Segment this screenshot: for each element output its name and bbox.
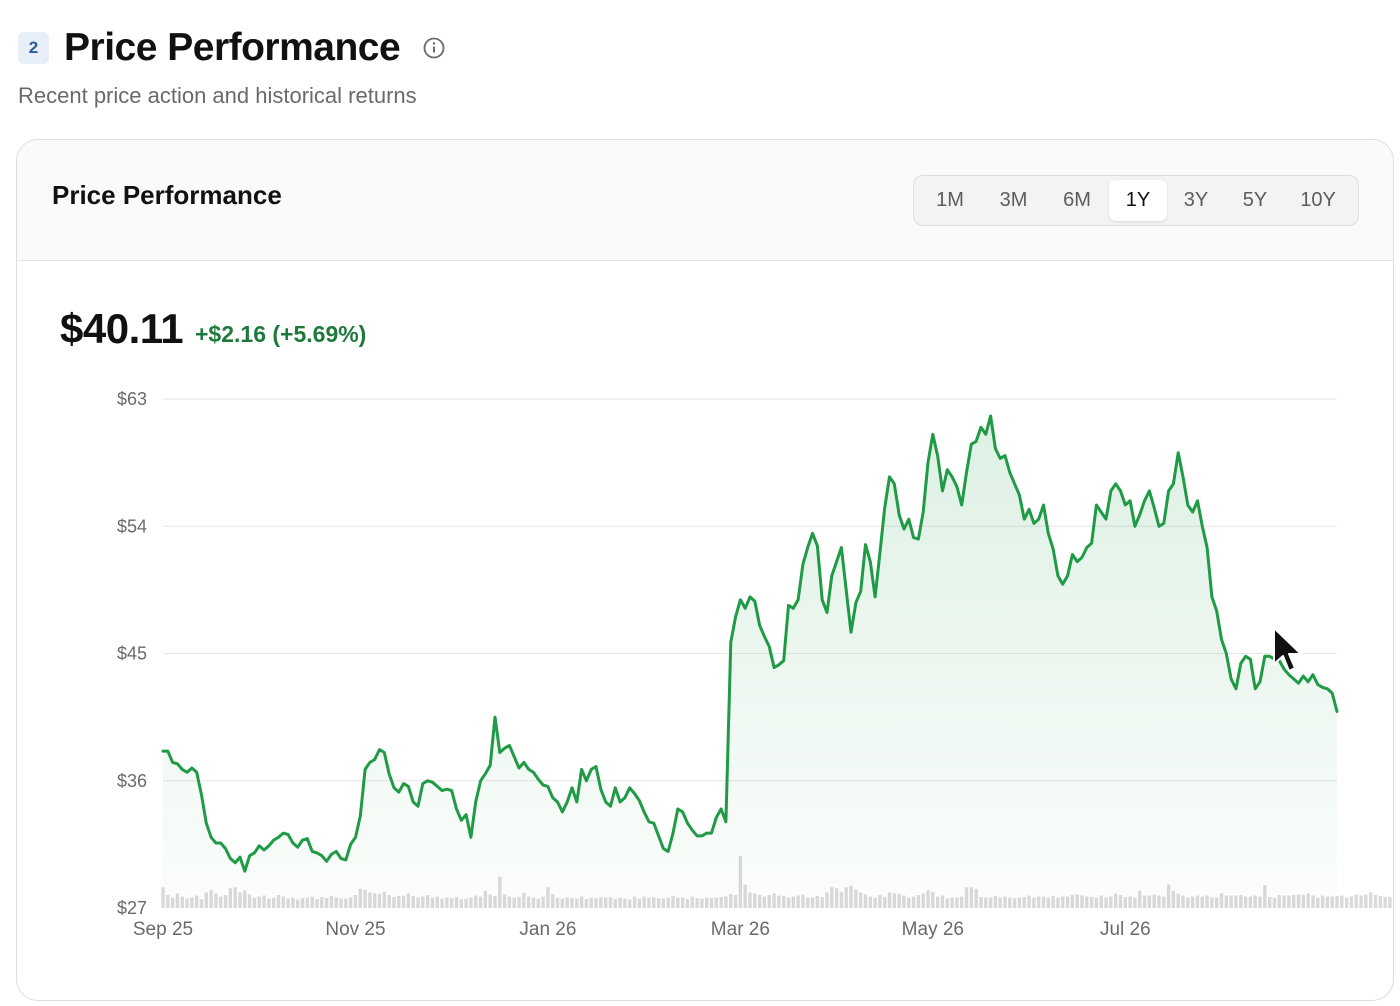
x-tick-label: Jul 26: [1100, 919, 1151, 940]
y-tick-label: $45: [117, 644, 147, 664]
section-subtitle: Recent price action and historical retur…: [18, 83, 417, 108]
y-axis-labels: $63 $54 $45 $36 $27: [117, 389, 147, 918]
volume-bar: [1378, 896, 1382, 908]
section-number-badge: 2: [18, 32, 49, 64]
volume-bar: [1383, 897, 1387, 908]
price-performance-card: Price Performance 1M 3M 6M 1Y 3Y 5Y 10Y …: [16, 139, 1394, 1001]
range-10y-button[interactable]: 10Y: [1300, 189, 1336, 211]
volume-bar: [1354, 894, 1358, 908]
y-tick-label: $27: [117, 898, 147, 918]
x-tick-label: Jan 26: [519, 919, 576, 940]
card-title: Price Performance: [52, 180, 282, 210]
info-icon[interactable]: [423, 37, 445, 59]
price-change: +$2.16 (+5.69%): [195, 321, 367, 347]
range-1m-button[interactable]: 1M: [936, 189, 964, 211]
volume-bar: [1369, 892, 1373, 908]
volume-bar: [1359, 895, 1363, 908]
range-3y-button[interactable]: 3Y: [1183, 189, 1209, 211]
volume-bar: [1344, 897, 1349, 908]
time-range-selector: 1M 3M 6M 1Y 3Y 5Y 10Y: [913, 175, 1359, 226]
x-tick-label: Nov 25: [325, 919, 385, 940]
page-title: Price Performance: [64, 26, 401, 69]
volume-bar: [1364, 894, 1368, 908]
section-header: 2 Price Performance: [18, 26, 445, 70]
volume-bar: [1349, 896, 1354, 908]
x-tick-label: Sep 25: [133, 919, 193, 940]
price-chart[interactable]: $63 $54 $45 $36 $27 Sep 25 Nov 25 Jan 26 Mar 26…: [17, 140, 1394, 1001]
price-series-line: [161, 414, 1339, 873]
y-tick-label: $54: [117, 516, 147, 536]
y-tick-label: $63: [117, 389, 147, 409]
range-6m-button[interactable]: 6M: [1063, 189, 1091, 211]
mouse-pointer-icon: [1273, 627, 1302, 672]
range-5y-button[interactable]: 5Y: [1242, 189, 1268, 211]
volume-bar: [1393, 895, 1394, 908]
current-price: $40.11: [60, 305, 184, 352]
y-tick-label: $36: [117, 771, 147, 791]
range-1y-button[interactable]: 1Y: [1109, 180, 1167, 221]
volume-bar: [1388, 897, 1392, 908]
x-tick-label: May 26: [902, 919, 964, 940]
volume-bar: [1373, 895, 1378, 908]
x-tick-label: Mar 26: [711, 919, 770, 940]
price-area-fill: [163, 416, 1337, 908]
x-axis-labels: Sep 25 Nov 25 Jan 26 Mar 26 May 26 Jul 26: [133, 919, 1151, 940]
volume-bar: [1340, 895, 1344, 908]
card-header: Price Performance 1M 3M 6M 1Y 3Y 5Y 10Y: [17, 140, 1393, 261]
range-3m-button[interactable]: 3M: [999, 189, 1028, 211]
